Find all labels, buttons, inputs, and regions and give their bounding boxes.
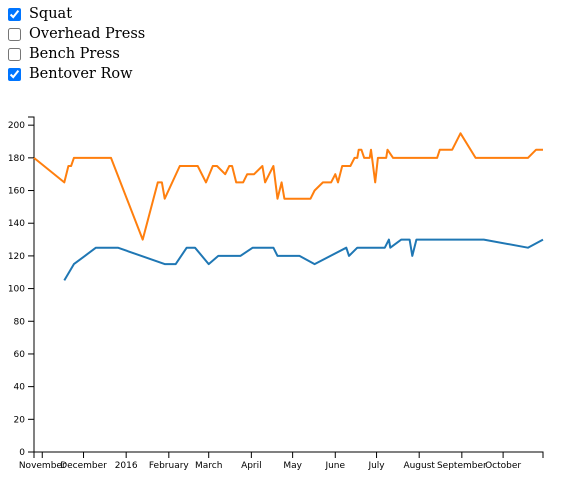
x-tick-label: November xyxy=(19,461,66,471)
y-tick-label: 80 xyxy=(14,317,26,327)
y-tick-label: 160 xyxy=(8,187,25,197)
y-axis: 0 20 40 60 80 100 120 140 160 180 200 xyxy=(8,117,34,458)
x-axis-line xyxy=(34,452,543,458)
x-tick-label: May xyxy=(283,461,302,471)
x-tick-label: July xyxy=(367,461,385,471)
bentover-row-label: Bentover Row xyxy=(29,66,133,82)
exercise-filter-list: Squat Overhead Press Bench Press Bentove… xyxy=(6,4,145,84)
y-tick-label: 140 xyxy=(8,219,25,229)
bench-press-checkbox[interactable] xyxy=(8,48,21,61)
y-tick-label: 0 xyxy=(19,448,25,458)
squat-label: Squat xyxy=(29,6,72,22)
filter-overhead-press[interactable]: Overhead Press xyxy=(6,24,145,44)
x-tick-label: September xyxy=(437,461,487,471)
x-tick-label: April xyxy=(241,461,262,471)
y-tick-label: 120 xyxy=(8,252,25,262)
x-tick-label: March xyxy=(195,461,222,471)
x-tick-label: February xyxy=(149,461,190,471)
x-tick-label: June xyxy=(324,461,345,471)
squat-checkbox[interactable] xyxy=(8,8,21,21)
y-tick-label: 200 xyxy=(8,121,25,131)
filter-bentover-row[interactable]: Bentover Row xyxy=(6,64,145,84)
filter-squat[interactable]: Squat xyxy=(6,4,145,24)
bench-press-label: Bench Press xyxy=(29,46,120,62)
x-tick-label: October xyxy=(485,461,521,471)
y-tick-label: 40 xyxy=(14,383,26,393)
y-axis-line xyxy=(28,117,34,452)
y-tick-label: 20 xyxy=(14,415,26,425)
x-tick-label: August xyxy=(403,461,435,471)
filter-bench-press[interactable]: Bench Press xyxy=(6,44,145,64)
series-lines xyxy=(34,133,543,280)
series-line-1 xyxy=(34,133,543,239)
y-tick-label: 100 xyxy=(8,285,25,295)
x-tick-label: December xyxy=(60,461,107,471)
overhead-press-checkbox[interactable] xyxy=(8,28,21,41)
x-tick-label: 2016 xyxy=(115,461,138,471)
overhead-press-label: Overhead Press xyxy=(29,26,145,42)
y-tick-label: 60 xyxy=(14,350,26,360)
bentover-row-checkbox[interactable] xyxy=(8,68,21,81)
series-line-2 xyxy=(64,240,543,281)
y-tick-label: 180 xyxy=(8,154,25,164)
